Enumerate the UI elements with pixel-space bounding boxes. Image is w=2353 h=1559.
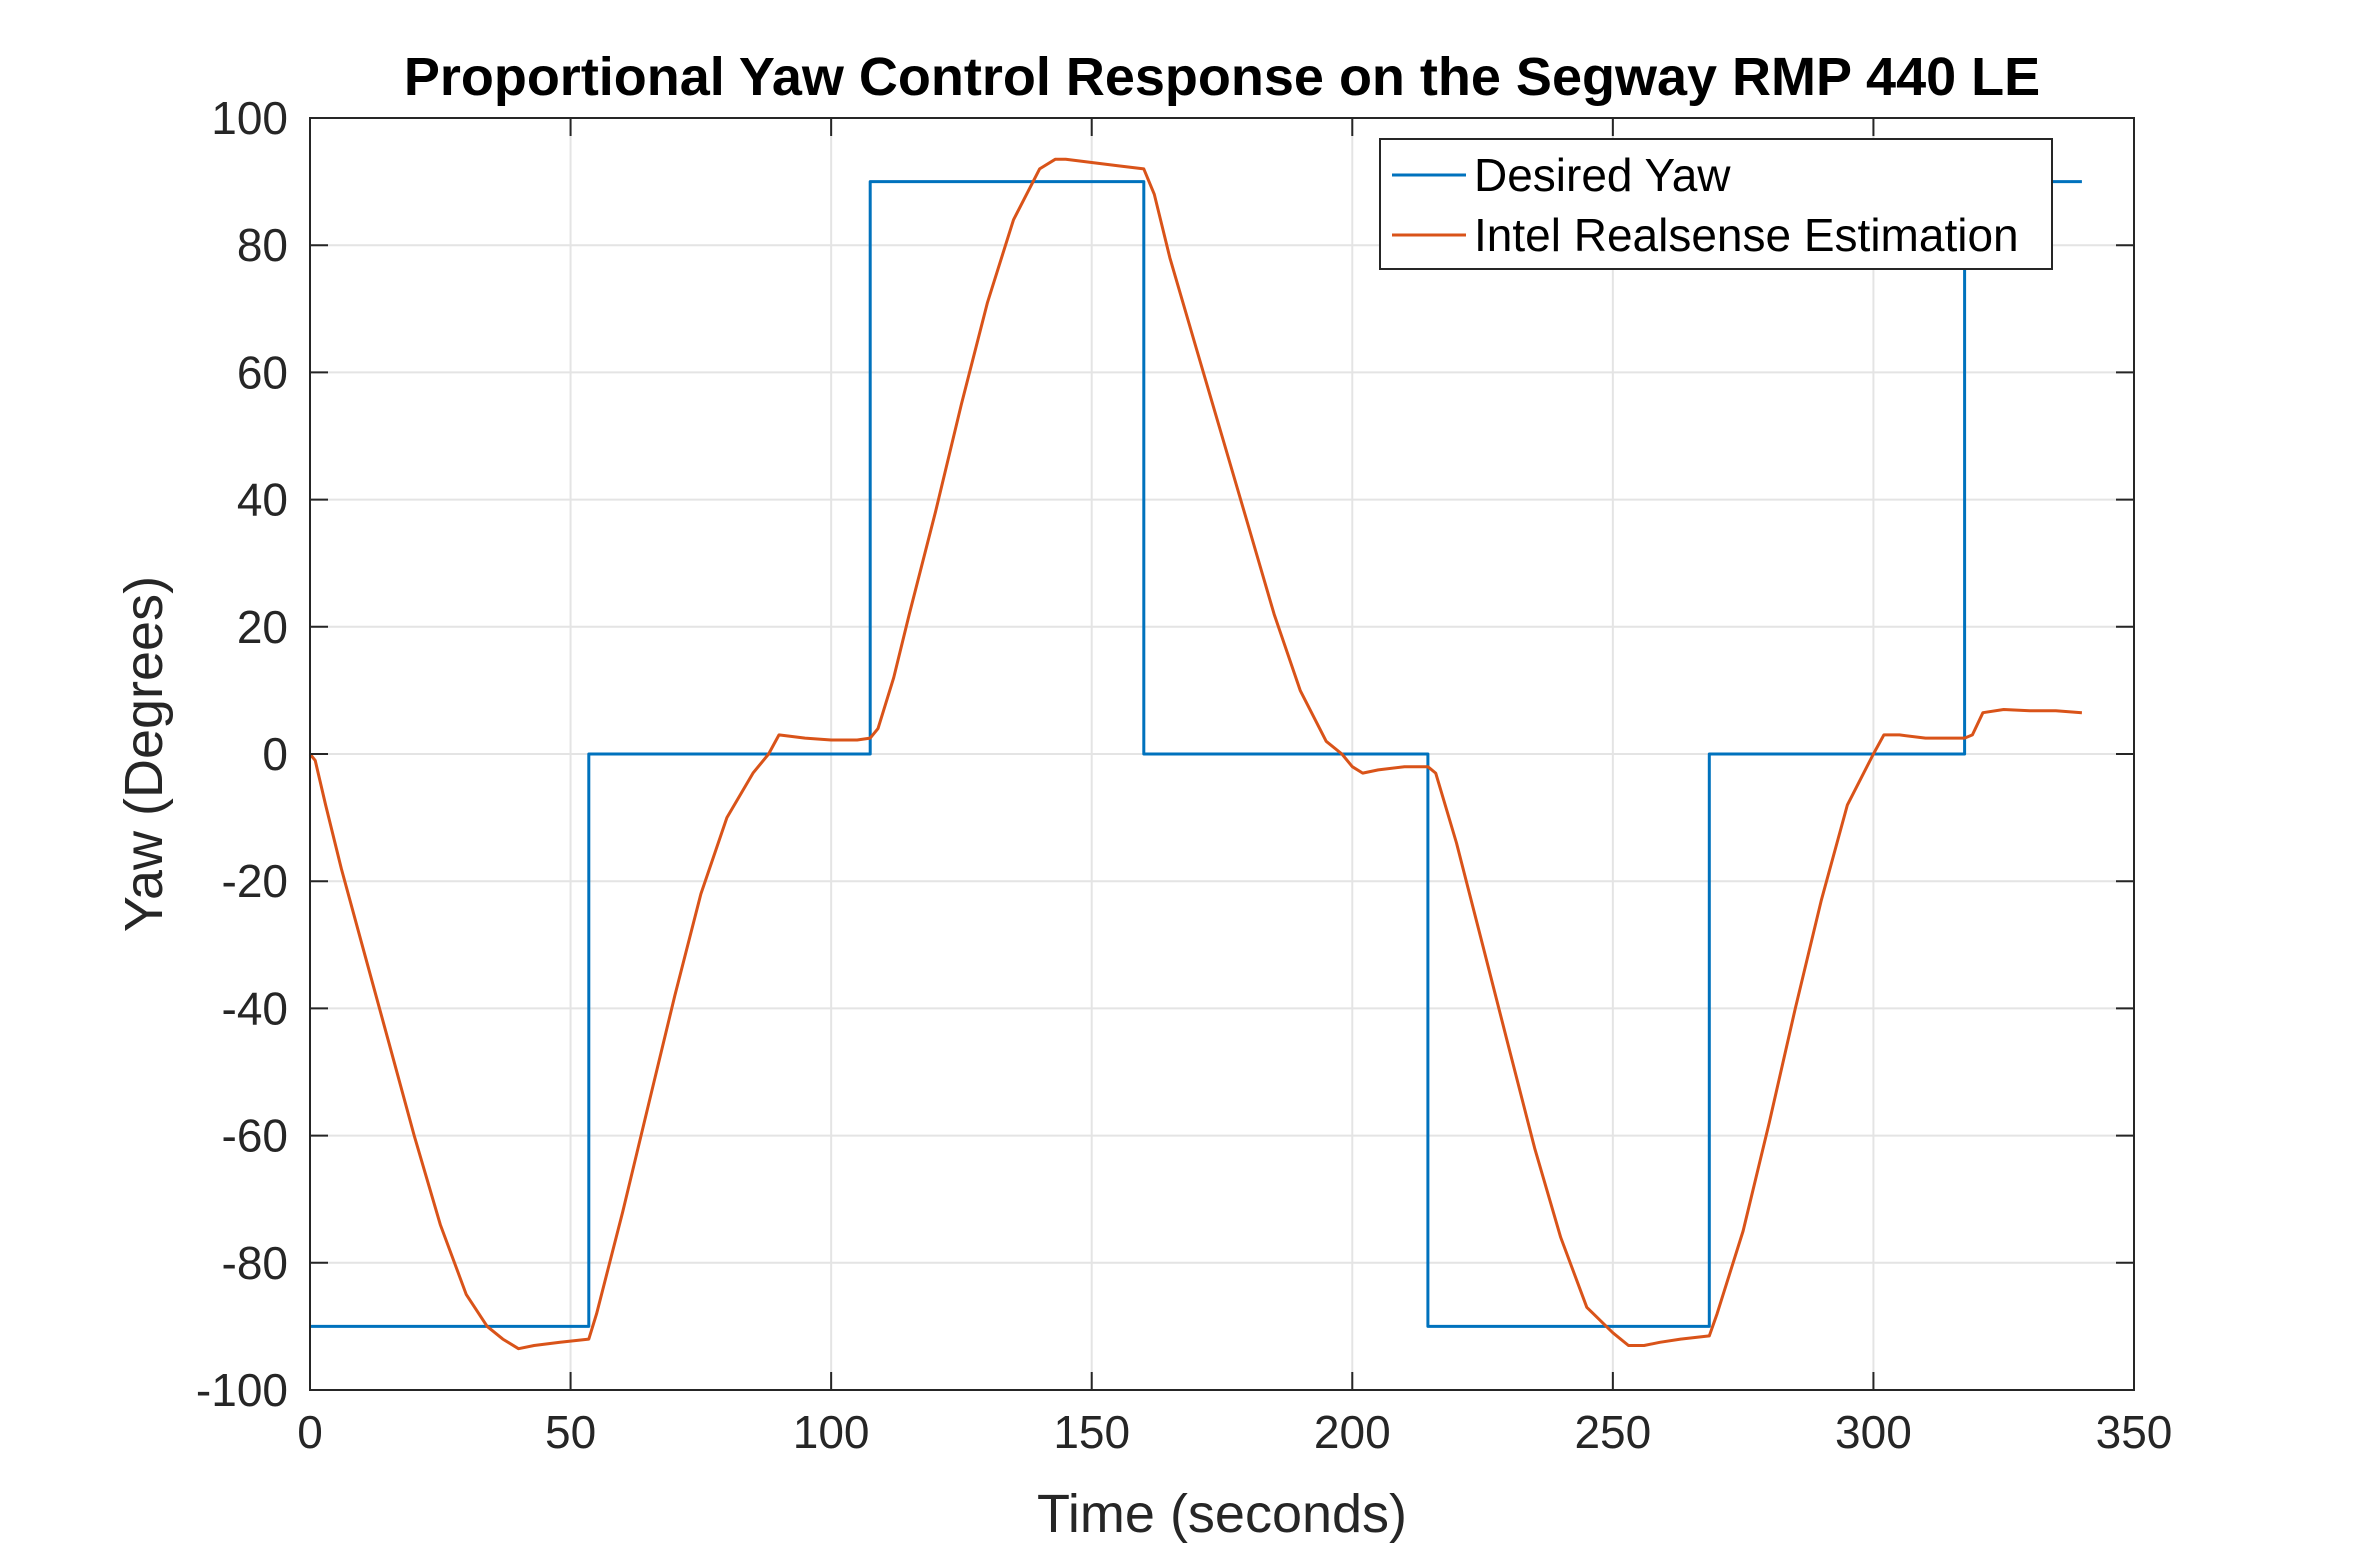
x-tick-label: 150 [1053,1406,1130,1458]
y-tick-label: -60 [222,1110,288,1162]
x-tick-label: 200 [1314,1406,1391,1458]
y-axis-label: Yaw (Degrees) [114,576,174,932]
x-tick-label: 0 [297,1406,323,1458]
x-tick-label: 350 [2096,1406,2173,1458]
y-tick-label: -80 [222,1237,288,1289]
x-tick-label: 50 [545,1406,596,1458]
y-tick-label: 0 [262,728,288,780]
y-tick-label: 20 [237,601,288,653]
x-axis: 0 50 100 150 200 250 300 350 [297,118,2172,1458]
series-line-realsense-estimation [308,157,2083,1351]
plot-area [308,157,2083,1351]
y-tick-label: -40 [222,982,288,1034]
y-tick-label: -100 [196,1364,288,1416]
chart-title: Proportional Yaw Control Response on the… [404,47,2040,107]
x-tick-label: 100 [793,1406,870,1458]
series-line-desired-yaw [310,180,2082,1328]
y-tick-label: 80 [237,219,288,271]
legend: Desired Yaw Intel Realsense Estimation [1379,138,2053,270]
legend-label-realsense-estimation: Intel Realsense Estimation [1474,209,2019,261]
y-tick-label: -20 [222,855,288,907]
legend-box [1379,138,2053,270]
x-tick-label: 250 [1574,1406,1651,1458]
y-axis: -100 -80 -60 -40 -20 0 20 40 60 80 100 [196,92,2134,1416]
x-axis-label: Time (seconds) [1037,1484,1407,1544]
y-tick-label: 60 [237,346,288,398]
y-tick-label: 40 [237,474,288,526]
legend-label-desired-yaw: Desired Yaw [1474,149,1731,201]
y-tick-label: 100 [211,92,288,144]
x-tick-label: 300 [1835,1406,1912,1458]
